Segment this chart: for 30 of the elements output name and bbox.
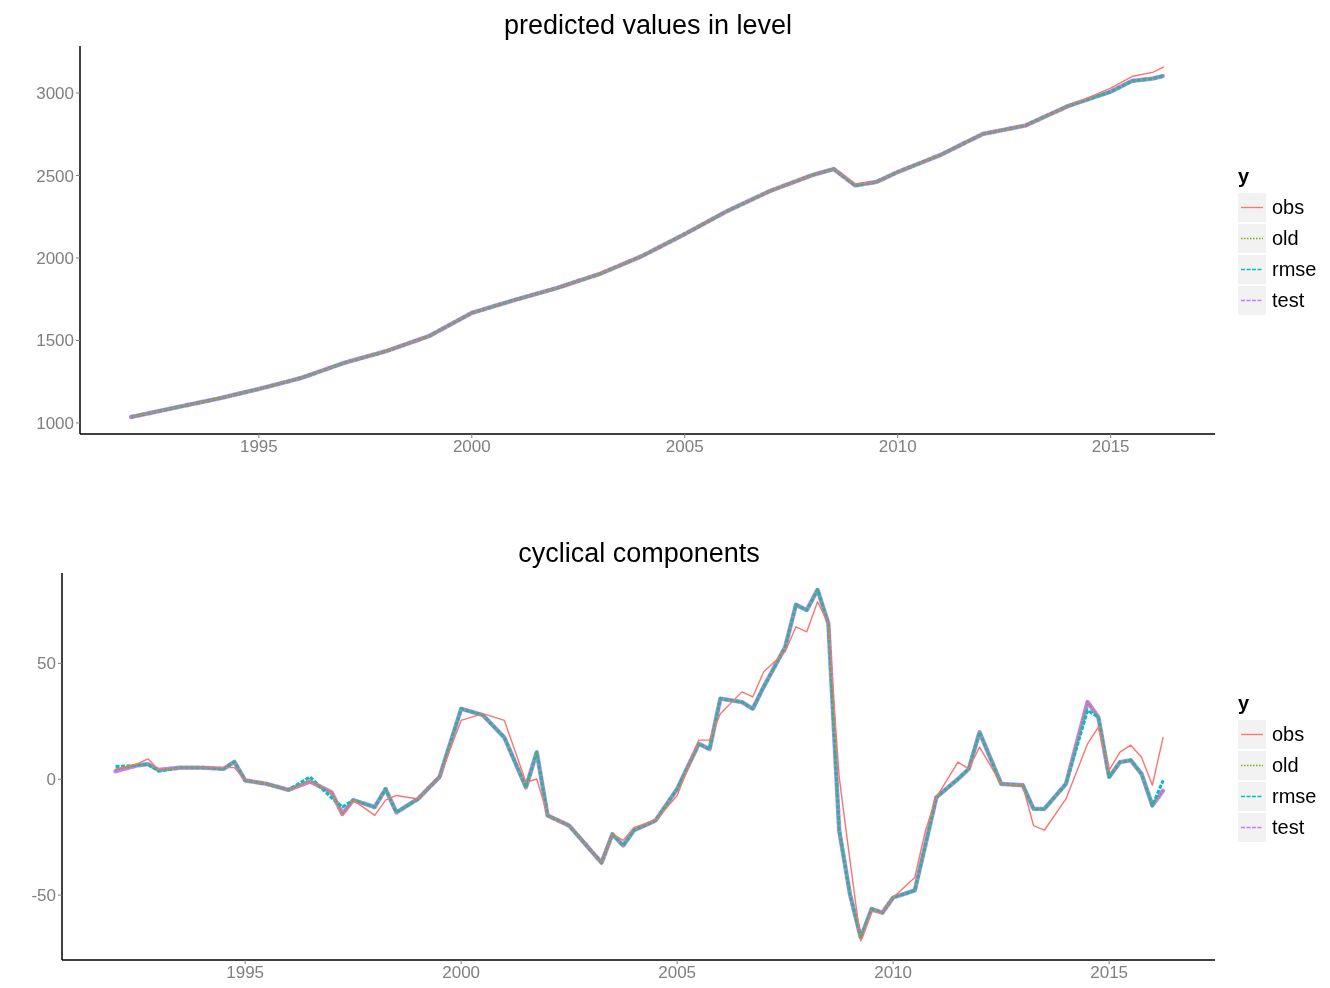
x-tick-label: 2010 — [874, 963, 913, 983]
x-tick-label: 2005 — [665, 437, 704, 457]
x-tick-label: 2015 — [1090, 963, 1129, 983]
y-tick-label: 1500 — [36, 331, 74, 351]
legend-label: obs — [1272, 722, 1305, 746]
x-tick-label: 2000 — [452, 437, 491, 457]
x-tick-label: 1995 — [239, 437, 278, 457]
y-tick-label: 3000 — [36, 84, 74, 104]
x-tick-label: 2010 — [878, 437, 917, 457]
y-tick-label: 2000 — [36, 249, 74, 269]
y-tick-label: 1000 — [36, 413, 74, 433]
y-tick-label: 50 — [37, 654, 56, 674]
x-tick-label: 2015 — [1091, 437, 1130, 457]
x-tick-label: 2005 — [658, 963, 697, 983]
chart-title: predicted values in level — [502, 10, 794, 41]
y-tick-label: 2500 — [36, 166, 74, 186]
x-tick-label: 1995 — [226, 963, 265, 983]
legend-label: rmse — [1272, 258, 1317, 281]
legend-label: old — [1272, 753, 1299, 777]
x-tick-label: 2000 — [442, 963, 481, 983]
legend-label: rmse — [1272, 784, 1317, 808]
legend-title: y — [1238, 691, 1251, 715]
legend-label: test — [1272, 815, 1305, 839]
chart-title: cyclical components — [517, 538, 761, 569]
y-tick-label: -50 — [31, 886, 56, 906]
legend-label: test — [1272, 289, 1305, 312]
legend-title: y — [1238, 165, 1251, 188]
legend-label: obs — [1272, 196, 1305, 219]
y-tick-label: 0 — [46, 770, 56, 790]
legend-label: old — [1272, 227, 1299, 250]
